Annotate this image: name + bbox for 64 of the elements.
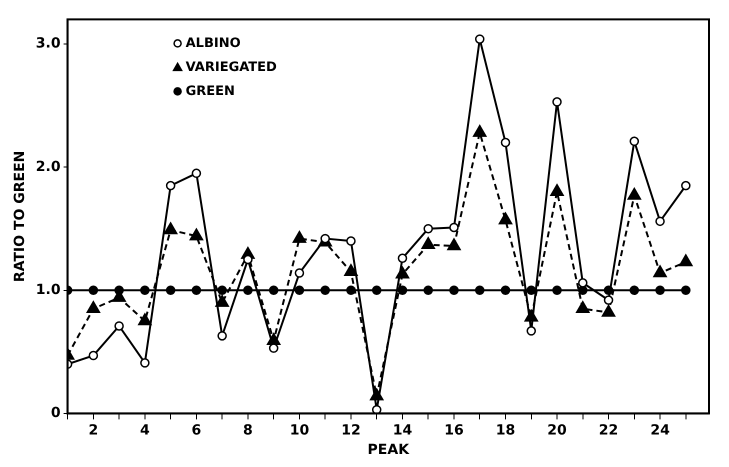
x-tick-label: 20 <box>547 422 568 438</box>
point <box>474 34 484 44</box>
y-tick-label: 3.0 <box>36 36 61 52</box>
x-tick-label: 12 <box>341 422 361 438</box>
point <box>140 286 150 296</box>
point <box>192 168 202 178</box>
point <box>449 286 459 296</box>
x-tick-label: 18 <box>496 422 516 438</box>
x-tick-label: 14 <box>392 422 412 438</box>
y-axis-title: RATIO TO GREEN <box>12 150 28 282</box>
point <box>552 97 562 107</box>
point <box>217 331 227 341</box>
point <box>655 286 665 296</box>
point <box>474 286 484 296</box>
point <box>88 350 98 360</box>
y-tick-label: 0 <box>50 405 61 422</box>
point <box>655 216 665 226</box>
point <box>243 286 253 296</box>
point <box>243 254 253 264</box>
point <box>423 286 433 296</box>
point <box>398 254 408 264</box>
point <box>217 286 227 296</box>
y-tick-label: 2.0 <box>36 158 61 175</box>
x-tick-label: 16 <box>444 422 464 438</box>
point <box>630 136 640 146</box>
x-tick-label: 8 <box>243 422 253 438</box>
point <box>578 278 588 288</box>
point <box>372 404 382 414</box>
point <box>192 286 202 296</box>
x-tick-label: 24 <box>650 422 670 438</box>
point <box>166 286 176 296</box>
point <box>604 295 614 305</box>
point <box>681 180 691 190</box>
point <box>500 138 510 148</box>
point <box>630 286 640 296</box>
point <box>166 180 176 190</box>
x-axis-title: PEAK <box>368 442 410 458</box>
point <box>88 286 98 296</box>
point <box>552 286 562 296</box>
point <box>372 286 382 296</box>
point <box>526 326 536 336</box>
point <box>294 286 304 296</box>
legend-label: VARIEGATED <box>186 60 278 75</box>
legend-label: ALBINO <box>186 36 241 51</box>
point <box>268 343 278 353</box>
point <box>114 321 124 331</box>
x-tick-label: 2 <box>88 422 98 438</box>
point <box>681 286 691 296</box>
point <box>500 286 510 296</box>
point <box>526 286 536 296</box>
y-tick-label: 1.0 <box>36 282 61 298</box>
x-tick-label: 10 <box>290 422 310 438</box>
point <box>294 268 304 278</box>
point <box>320 286 330 296</box>
point <box>398 286 408 296</box>
x-tick-label: 6 <box>192 422 202 438</box>
point <box>140 358 150 368</box>
legend-label: GREEN <box>186 84 235 99</box>
point <box>449 222 459 232</box>
point <box>268 286 278 296</box>
x-tick-label: 22 <box>598 422 618 438</box>
point <box>346 236 356 246</box>
point <box>423 224 433 234</box>
x-tick-label: 4 <box>140 422 150 438</box>
